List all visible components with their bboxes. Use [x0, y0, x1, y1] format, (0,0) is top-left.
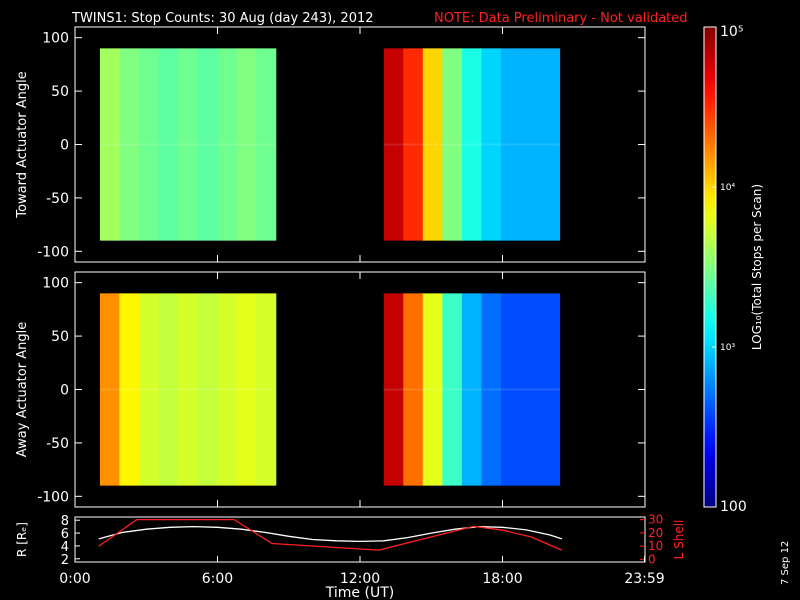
- colorbar-tick-label: 10⁵: [720, 24, 743, 40]
- panel-away: 100 50 0 -50 -100 Away Actuator Angle: [15, 271, 646, 508]
- orbit-frame: [74, 516, 646, 563]
- toward-ytick-label: -50: [46, 191, 69, 207]
- away-ytick-label: -100: [37, 489, 69, 505]
- orbit-left-tick-label: 4: [61, 540, 69, 555]
- away-heatmap-cell: [119, 293, 140, 486]
- l-shell-line: [98, 518, 563, 551]
- time-axis-tick-label: 23:59: [624, 571, 664, 587]
- generated-date: 7 Sep 12: [780, 541, 791, 585]
- toward-heatmap-cell: [383, 48, 404, 241]
- l-shell-axis-label: L Shell: [672, 520, 686, 560]
- toward-heatmap-cell: [461, 48, 482, 241]
- toward-ytick-label: 100: [42, 31, 69, 47]
- toward-heatmap-cell: [138, 48, 160, 241]
- toward-heatmap-cell: [500, 48, 522, 241]
- away-ytick-label: -50: [46, 436, 69, 452]
- away-ytick-label: 50: [51, 329, 69, 345]
- toward-heatmap-cell: [539, 48, 561, 241]
- toward-heatmap-cell: [256, 48, 277, 241]
- toward-heatmap-cell: [99, 48, 121, 241]
- colorbar-tick-label: 10³: [720, 343, 735, 353]
- away-ylabel: Away Actuator Angle: [15, 322, 30, 457]
- away-heatmap-cell: [138, 293, 160, 486]
- toward-heatmap-cell: [236, 48, 257, 241]
- away-heatmap-cell: [539, 293, 561, 486]
- away-heatmap-cell: [158, 293, 179, 486]
- orbit-left-tick-label: 2: [61, 553, 69, 568]
- toward-heatmap-cell: [520, 48, 541, 241]
- colorbar: 10⁵ 10⁴ 10³ 100 LOG₁₀(Total Stops per Scan): [703, 24, 764, 515]
- away-heatmap-cell: [442, 293, 463, 486]
- orbit-right-tick-label: 30: [648, 513, 663, 527]
- away-heatmap-cell: [481, 293, 502, 486]
- away-zero-band: [99, 388, 276, 391]
- away-ytick-label: 0: [60, 383, 69, 399]
- toward-heatmap-cell: [422, 48, 443, 241]
- away-heatmap-cell: [178, 293, 199, 486]
- away-heatmap-cell: [461, 293, 482, 486]
- away-heatmap-cell: [403, 293, 424, 486]
- toward-ytick-label: 0: [60, 138, 69, 154]
- colorbar-label: LOG₁₀(Total Stops per Scan): [750, 184, 764, 350]
- orbit-right-tick-label: 10: [648, 539, 663, 553]
- time-axis-tick-label: 6:00: [202, 571, 233, 587]
- toward-heatmap-cell: [119, 48, 140, 241]
- colorbar-scale: [703, 26, 717, 508]
- away-ytick-label: 100: [42, 276, 69, 292]
- chart-title: TWINS1: Stop Counts: 30 Aug (day 243), 2…: [71, 11, 374, 26]
- away-heatmap-cell: [197, 293, 218, 486]
- toward-heatmap-cell: [442, 48, 463, 241]
- r-distance-line: [98, 525, 563, 543]
- toward-heatmap-cell: [178, 48, 199, 241]
- time-axis-tick-label: 12:00: [340, 571, 380, 587]
- orbit-left-tick-label: 8: [61, 514, 69, 529]
- panel-toward: 100 50 0 -50 -100 Toward Actuator Angle: [15, 26, 646, 263]
- toward-ytick-label: -100: [37, 244, 69, 260]
- colorbar-tick-label: 100: [720, 499, 747, 515]
- toward-ytick-label: 50: [51, 84, 69, 100]
- r-axis-label: R [Rₑ]: [15, 522, 29, 557]
- toward-heatmap-cell: [403, 48, 424, 241]
- time-axis-tick-label: 0:00: [59, 571, 90, 587]
- toward-ylabel: Toward Actuator Angle: [15, 71, 30, 218]
- toward-zero-band: [383, 143, 560, 146]
- toward-heatmap-cell: [481, 48, 502, 241]
- away-heatmap-cell: [500, 293, 522, 486]
- orbit-right-tick-label: 20: [648, 526, 663, 540]
- orbit-right-tick-label: 0: [648, 552, 656, 566]
- orbit-left-tick-label: 6: [61, 527, 69, 542]
- toward-heatmap-cell: [197, 48, 218, 241]
- away-heatmap-cell: [99, 293, 121, 486]
- away-heatmap-cell: [383, 293, 404, 486]
- away-zero-band: [383, 388, 560, 391]
- away-heatmap-cell: [256, 293, 277, 486]
- time-axis-label: Time (UT): [325, 585, 394, 600]
- time-axis-tick-label: 18:00: [482, 571, 522, 587]
- away-heatmap-cell: [422, 293, 443, 486]
- colorbar-tick-label: 10⁴: [720, 183, 735, 193]
- toward-heatmap-cell: [158, 48, 179, 241]
- away-heatmap-cell: [217, 293, 238, 486]
- away-heatmap-cell: [236, 293, 257, 486]
- toward-zero-band: [99, 143, 276, 146]
- away-heatmap-cell: [520, 293, 541, 486]
- toward-heatmap-cell: [217, 48, 238, 241]
- preliminary-note: NOTE: Data Preliminary - Not validated: [434, 11, 688, 26]
